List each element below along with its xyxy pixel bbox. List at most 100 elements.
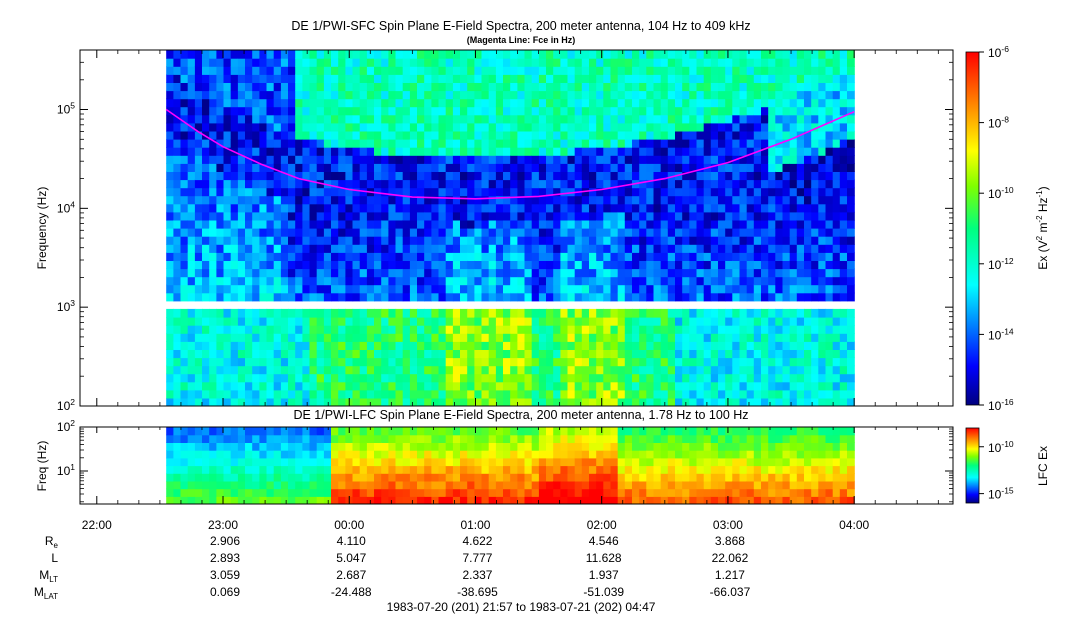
top-heatmap-cell <box>280 252 289 261</box>
top-heatmap-cell <box>761 292 769 302</box>
bottom-heatmap-cell <box>402 427 411 436</box>
top-heatmap-cell <box>639 98 647 108</box>
top-heatmap-cell <box>517 381 526 391</box>
top-heatmap-cell <box>739 365 748 375</box>
top-heatmap-cell <box>259 58 268 67</box>
top-heatmap-cell <box>847 373 855 383</box>
top-heatmap-cell <box>538 365 547 375</box>
top-heatmap-cell <box>338 211 346 221</box>
top-heatmap-cell <box>538 349 547 359</box>
bottom-heatmap-cell <box>703 457 712 467</box>
top-heatmap-cell <box>617 341 626 350</box>
bottom-heatmap-cell <box>402 442 411 451</box>
top-heatmap-cell <box>316 147 325 156</box>
top-heatmap-cell <box>653 276 662 286</box>
top-heatmap-cell <box>753 292 762 302</box>
top-heatmap-cell <box>280 74 289 83</box>
top-heatmap-cell <box>667 308 676 318</box>
top-heatmap-cell <box>768 98 776 108</box>
bottom-heatmap-cell <box>653 480 662 490</box>
top-heatmap-cell <box>194 203 203 213</box>
top-heatmap-cell <box>581 389 590 399</box>
top-heatmap-cell <box>366 82 375 92</box>
top-heatmap-cell <box>524 389 533 399</box>
top-heatmap-cell <box>832 211 841 221</box>
top-heatmap-cell <box>388 341 397 350</box>
top-heatmap-cell <box>280 244 289 253</box>
top-heatmap-cell <box>531 163 540 172</box>
top-heatmap-cell <box>811 357 819 367</box>
top-heatmap-cell <box>180 244 189 253</box>
bottom-heatmap-cell <box>209 450 217 459</box>
top-heatmap-cell <box>825 130 834 140</box>
top-heatmap-cell <box>309 252 318 261</box>
top-heatmap-cell <box>689 341 698 350</box>
top-heatmap-cell <box>245 211 253 221</box>
bottom-heatmap-cell <box>338 457 346 467</box>
top-heatmap-cell <box>280 308 289 318</box>
bottom-heatmap-cell <box>653 473 662 482</box>
top-heatmap-cell <box>839 349 848 359</box>
top-heatmap-cell <box>316 308 325 318</box>
top-heatmap-cell <box>675 219 683 229</box>
top-heatmap-cell <box>223 195 232 205</box>
top-heatmap-cell <box>761 171 769 181</box>
top-heatmap-cell <box>495 90 504 100</box>
top-heatmap-cell <box>839 195 848 205</box>
bottom-heatmap-cell <box>589 473 597 482</box>
top-heatmap-cell <box>366 397 375 406</box>
top-heatmap-cell <box>567 147 576 156</box>
top-heatmap-cell <box>653 203 662 213</box>
top-heatmap-cell <box>768 349 776 359</box>
top-heatmap-cell <box>194 98 203 108</box>
top-heatmap-cell <box>316 397 325 406</box>
bottom-heatmap-cell <box>359 450 368 459</box>
top-heatmap-cell <box>302 90 311 100</box>
top-heatmap-cell <box>323 365 332 375</box>
top-heatmap-cell <box>639 284 647 294</box>
top-heatmap-cell <box>753 381 762 391</box>
top-heatmap-cell <box>252 349 260 359</box>
top-heatmap-cell <box>488 308 497 318</box>
top-heatmap-cell <box>567 365 576 375</box>
top-heatmap-cell <box>768 66 776 75</box>
top-heatmap-cell <box>718 292 726 302</box>
bottom-heatmap-cell <box>323 457 332 467</box>
top-heatmap-cell <box>460 244 468 253</box>
top-heatmap-cell <box>581 155 590 164</box>
top-heatmap-cell <box>438 341 447 350</box>
top-heatmap-cell <box>746 98 755 108</box>
top-heatmap-cell <box>309 195 318 205</box>
top-heatmap-cell <box>632 389 640 399</box>
top-heatmap-cell <box>531 276 540 286</box>
top-heatmap-cell <box>567 219 576 229</box>
top-heatmap-cell <box>445 187 454 197</box>
top-heatmap-cell <box>295 292 303 302</box>
top-heatmap-cell <box>245 203 253 213</box>
top-heatmap-cell <box>481 349 490 359</box>
top-heatmap-cell <box>567 325 576 334</box>
top-heatmap-cell <box>194 211 203 221</box>
top-heatmap-cell <box>725 341 733 350</box>
top-heatmap-cell <box>352 106 361 116</box>
bottom-heatmap-cell <box>696 496 705 504</box>
top-heatmap-cell <box>467 155 475 164</box>
top-heatmap-cell <box>639 147 647 156</box>
top-heatmap-cell <box>553 389 561 399</box>
top-heatmap-cell <box>617 252 626 261</box>
top-heatmap-cell <box>280 155 289 164</box>
top-heatmap-cell <box>553 66 561 75</box>
top-heatmap-cell <box>216 219 225 229</box>
top-heatmap-cell <box>639 203 647 213</box>
top-heatmap-cell <box>538 268 547 278</box>
top-heatmap-cell <box>495 155 504 164</box>
top-heatmap-cell <box>768 106 776 116</box>
bottom-heatmap-cell <box>316 457 325 467</box>
top-heatmap-cell <box>438 333 447 342</box>
top-heatmap-cell <box>768 58 776 67</box>
top-heatmap-cell <box>216 333 225 342</box>
top-heatmap-cell <box>796 195 805 205</box>
top-heatmap-cell <box>847 114 855 124</box>
top-heatmap-cell <box>768 252 776 261</box>
